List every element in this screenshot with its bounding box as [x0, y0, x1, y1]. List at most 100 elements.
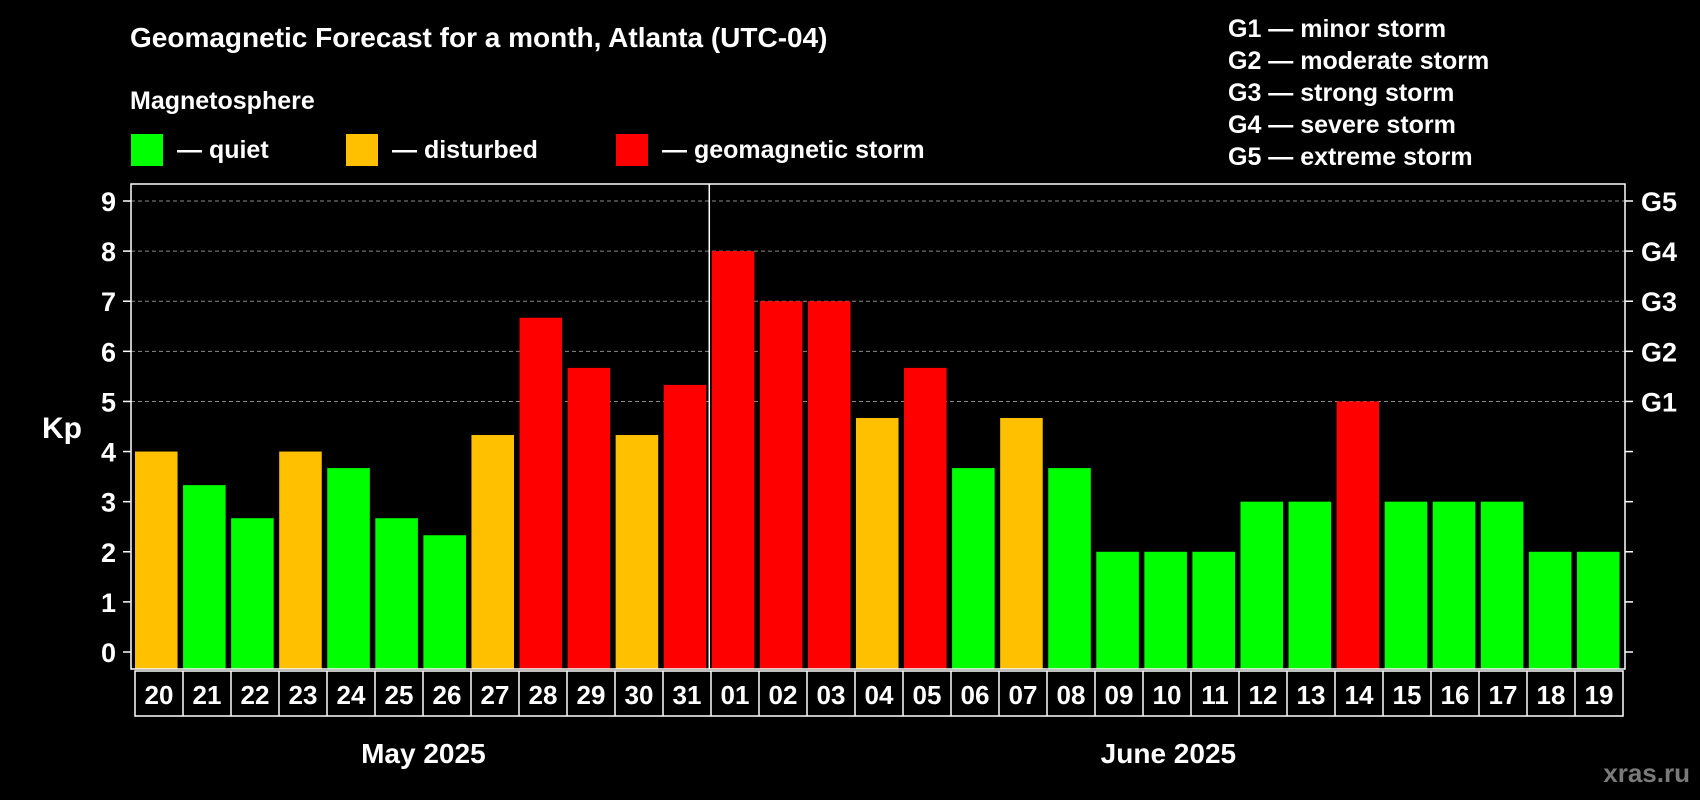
y-tick-label: 7	[101, 287, 116, 317]
kp-bar	[471, 435, 515, 669]
storm-scale-item: G4 — severe storm	[1228, 111, 1456, 139]
legend-swatch	[346, 134, 378, 166]
bars	[135, 251, 1620, 669]
x-tick-label: 03	[817, 680, 846, 710]
plot-frame	[130, 183, 1626, 670]
x-tick-label: 18	[1537, 680, 1566, 710]
grid-lines	[131, 200, 1625, 402]
kp-bar	[1384, 501, 1428, 669]
x-tick-label: 01	[721, 680, 750, 710]
x-tick-label: 23	[289, 680, 318, 710]
kp-bar	[759, 301, 803, 669]
g-scale-label: G3	[1641, 287, 1677, 317]
y-tick-label: 3	[101, 488, 116, 518]
kp-bar	[711, 251, 755, 669]
kp-bar	[375, 518, 418, 669]
x-tick-label: 08	[1057, 680, 1086, 710]
x-tick-label: 13	[1297, 680, 1326, 710]
y-tick-label: 0	[101, 638, 116, 668]
x-tick-label: 14	[1345, 680, 1374, 710]
x-tick-label: 26	[433, 680, 462, 710]
storm-scale-legend: G1 — minor storm G2 — moderate storm G3 — …	[1228, 15, 1489, 171]
kp-bar	[1048, 468, 1091, 669]
x-tick-label: 04	[865, 680, 894, 710]
x-tick-label: 28	[529, 680, 558, 710]
storm-scale-item: G2 — moderate storm	[1228, 47, 1489, 75]
kp-bar	[1288, 501, 1332, 669]
legend-title: Magnetosphere	[130, 87, 315, 115]
x-tick-label: 25	[385, 680, 414, 710]
x-tick-label: 30	[625, 680, 654, 710]
y-tick-label: 8	[101, 237, 116, 267]
month-label: May 2025	[361, 738, 486, 769]
watermark: xras.ru	[1603, 758, 1690, 788]
x-tick-label: 31	[673, 680, 702, 710]
legend-label: — disturbed	[392, 136, 538, 164]
kp-bar	[327, 468, 370, 669]
x-tick-label: 27	[481, 680, 510, 710]
g-scale-label: G1	[1641, 387, 1677, 417]
y-tick-label: 5	[101, 387, 116, 417]
storm-scale-item: G3 — strong storm	[1228, 79, 1454, 107]
kp-bar	[279, 451, 322, 669]
g-scale-label: G2	[1641, 337, 1677, 367]
kp-bar	[855, 417, 899, 669]
x-tick-label: 02	[769, 680, 798, 710]
g-scale-label: G4	[1641, 237, 1677, 267]
g-scale-label: G5	[1641, 187, 1677, 217]
x-tick-label: 22	[241, 680, 270, 710]
x-tick-label: 09	[1105, 680, 1134, 710]
kp-bar	[615, 435, 659, 669]
y-axis-title: Kp	[42, 412, 82, 445]
legend-swatch	[616, 134, 648, 166]
x-tick-label: 15	[1393, 680, 1422, 710]
kp-bar	[1480, 501, 1524, 669]
month-labels: May 2025 June 2025	[361, 738, 1236, 769]
kp-bar	[1432, 501, 1476, 669]
storm-scale-item: G5 — extreme storm	[1228, 143, 1473, 171]
kp-bar	[1240, 501, 1284, 669]
legend-swatch	[131, 134, 163, 166]
y-tick-label: 4	[101, 438, 116, 468]
chart-title: Geomagnetic Forecast for a month, Atlant…	[130, 22, 828, 53]
kp-bar	[135, 451, 178, 669]
kp-bar	[183, 485, 226, 669]
x-tick-label: 07	[1009, 680, 1038, 710]
kp-bar	[519, 317, 563, 669]
storm-scale-item: G1 — minor storm	[1228, 15, 1446, 43]
kp-bar	[1336, 401, 1380, 669]
kp-bar	[1000, 417, 1043, 669]
kp-bar	[231, 518, 274, 669]
kp-bar	[1576, 551, 1620, 669]
x-tick-label: 12	[1249, 680, 1278, 710]
x-tick-label: 11	[1201, 680, 1229, 710]
kp-bar	[952, 468, 995, 669]
kp-bar	[423, 535, 466, 669]
legend-label: — geomagnetic storm	[662, 136, 925, 164]
x-tick-label: 19	[1585, 680, 1614, 710]
x-tick-label: 10	[1153, 680, 1182, 710]
y-tick-label: 9	[101, 187, 116, 217]
y-tick-label: 1	[101, 588, 116, 618]
x-tick-label: 24	[337, 680, 366, 710]
x-tick-label: 06	[961, 680, 990, 710]
y-tick-label: 6	[101, 337, 116, 367]
x-tick-label: 05	[913, 680, 942, 710]
x-tick-label: 17	[1489, 680, 1518, 710]
kp-bar	[807, 301, 851, 669]
kp-bar	[663, 384, 707, 669]
date-box-frame	[134, 670, 1624, 717]
axes	[123, 183, 1633, 670]
legend-label: — quiet	[177, 136, 269, 164]
x-tick-label: 21	[193, 680, 222, 710]
x-tick-label: 29	[577, 680, 606, 710]
kp-bar	[904, 367, 947, 669]
kp-bar	[1144, 551, 1187, 669]
y-tick-label: 2	[101, 538, 116, 568]
x-axis-labels: 20 21 22 23 24 25 26 27 28 29 30 31 01 02 03 04 05 06 07 08…	[134, 670, 1624, 717]
x-tick-label: 16	[1441, 680, 1470, 710]
month-label: June 2025	[1101, 738, 1236, 769]
x-tick-label: 20	[145, 680, 174, 710]
g-scale-labels: G1 G2 G3 G4 G5	[1641, 187, 1677, 417]
